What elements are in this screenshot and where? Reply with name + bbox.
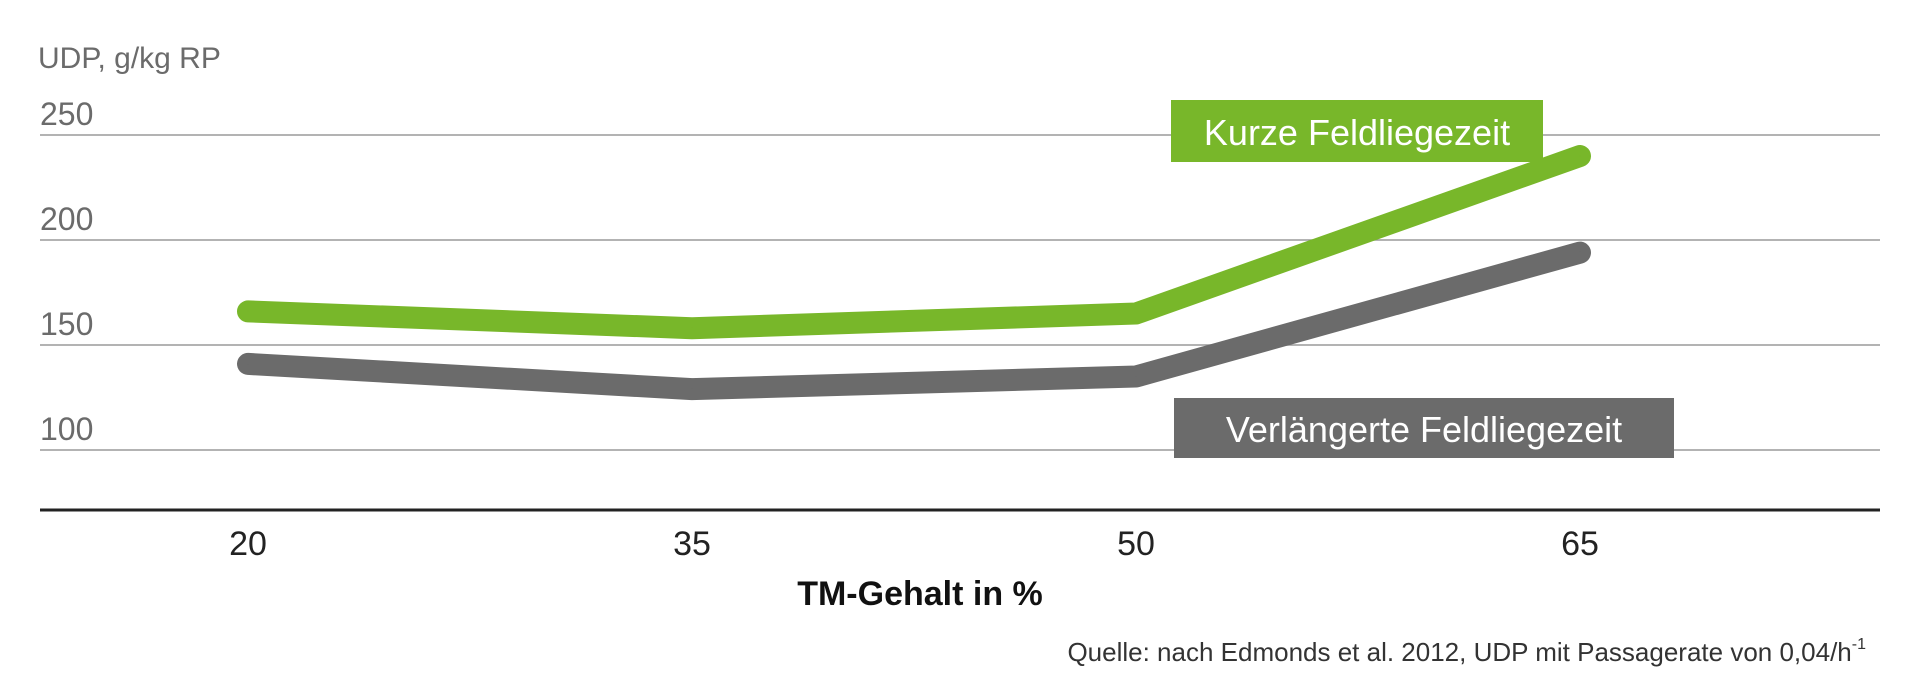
y-axis-title: UDP, g/kg RP bbox=[38, 42, 221, 75]
source-text: Quelle: nach Edmonds et al. 2012, UDP mi… bbox=[1067, 637, 1851, 667]
y-tick-label-150: 150 bbox=[40, 306, 93, 342]
legend-verlaengerte-box bbox=[1174, 398, 1674, 458]
series-1-point-65 bbox=[1579, 251, 1581, 254]
y-tick-label-100: 100 bbox=[40, 411, 93, 447]
series-0-point-20 bbox=[247, 310, 249, 313]
series-1-point-35 bbox=[691, 388, 693, 391]
legend-verlaengerte-feldliegezeit: Verlängerte Feldliegezeit bbox=[1174, 398, 1674, 458]
x-tick-labels: 20 35 50 65 bbox=[229, 525, 1599, 563]
series-1-point-20 bbox=[247, 362, 249, 365]
series-0-point-65 bbox=[1579, 155, 1581, 157]
y-tick-label-250: 250 bbox=[40, 96, 93, 132]
series-1-point-50 bbox=[1135, 375, 1137, 378]
legend-kurze-label: Kurze Feldliegezeit bbox=[1204, 112, 1510, 153]
y-tick-labels: 100 150 200 250 bbox=[40, 96, 93, 447]
y-tick-label-200: 200 bbox=[40, 201, 93, 237]
legend-kurze-box bbox=[1171, 100, 1543, 162]
legend-verlaengerte-label: Verlängerte Feldliegezeit bbox=[1226, 409, 1622, 450]
source-note: Quelle: nach Edmonds et al. 2012, UDP mi… bbox=[1067, 636, 1866, 667]
x-tick-label-20: 20 bbox=[229, 525, 267, 563]
series-line-0 bbox=[237, 145, 1591, 340]
x-tick-label-65: 65 bbox=[1561, 525, 1599, 563]
series-line-1 bbox=[237, 241, 1591, 401]
x-axis-title: TM-Gehalt in % bbox=[797, 575, 1043, 613]
series-0-point-35 bbox=[691, 327, 693, 330]
x-tick-label-35: 35 bbox=[673, 525, 711, 563]
source-superscript: -1 bbox=[1852, 636, 1866, 653]
series-0-point-50 bbox=[1135, 312, 1137, 315]
legend-kurze-feldliegezeit: Kurze Feldliegezeit bbox=[1171, 100, 1543, 162]
series-lines bbox=[237, 145, 1591, 401]
x-tick-label-50: 50 bbox=[1117, 525, 1155, 563]
